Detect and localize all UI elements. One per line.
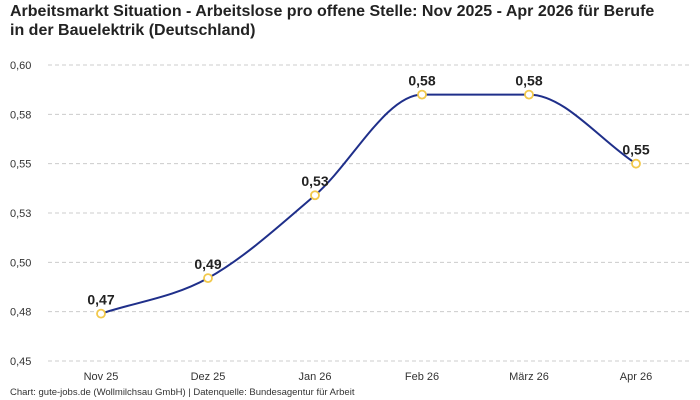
data-point (631, 158, 641, 169)
y-tick-label: 0,58 (10, 109, 31, 121)
y-axis-ticks: 0,45 0,48 0,50 0,53 0,55 0,58 0,60 (10, 60, 31, 368)
data-point (524, 89, 534, 100)
series-line-group (100, 93, 637, 315)
y-tick-label: 0,45 (10, 356, 31, 368)
data-labels: 0,47 0,49 0,53 0,58 0,58 0,55 (87, 73, 649, 308)
y-tick-label: 0,50 (10, 257, 31, 269)
gridlines (48, 64, 690, 362)
data-point (203, 273, 213, 284)
y-tick-label: 0,55 (10, 159, 31, 171)
x-tick-label: Dez 25 (191, 371, 226, 383)
x-tick-label: Nov 25 (84, 371, 119, 383)
data-points (96, 89, 641, 319)
y-tick-label: 0,53 (10, 208, 31, 220)
x-tick-label: Apr 26 (620, 371, 652, 383)
data-label: 0,47 (87, 292, 114, 308)
data-point (417, 89, 427, 100)
y-tick-label: 0,48 (10, 307, 31, 319)
data-point (96, 308, 106, 319)
x-tick-label: Feb 26 (405, 371, 439, 383)
series-line (100, 93, 637, 315)
data-point (310, 190, 320, 201)
chart-title: Arbeitsmarkt Situation - Arbeitslose pro… (10, 3, 655, 39)
x-tick-label: Jan 26 (298, 371, 331, 383)
data-label: 0,58 (515, 73, 542, 89)
x-axis-ticks: Nov 25 Dez 25 Jan 26 Feb 26 März 26 Apr 26 (84, 371, 653, 383)
data-label: 0,55 (622, 142, 649, 158)
y-tick-label: 0,60 (10, 60, 31, 72)
x-tick-label: März 26 (509, 371, 549, 383)
data-label: 0,58 (408, 73, 435, 89)
data-label: 0,49 (194, 256, 221, 272)
data-label: 0,53 (301, 173, 328, 189)
chart-source: Chart: gute-jobs.de (Wollmilchsau GmbH) … (10, 387, 355, 398)
